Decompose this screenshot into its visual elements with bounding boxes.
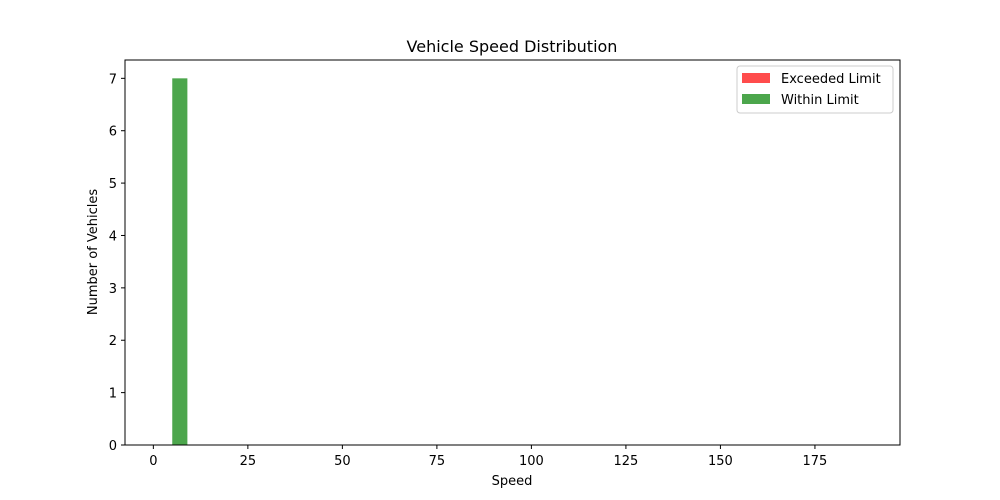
y-tick-label: 5 — [109, 177, 117, 192]
chart-title: Vehicle Speed Distribution — [407, 37, 618, 56]
x-tick-label: 0 — [149, 454, 157, 469]
x-axis-label: Speed — [492, 474, 533, 489]
x-tick-label: 125 — [614, 454, 639, 469]
x-tick-label: 25 — [240, 454, 257, 469]
x-tick-label: 50 — [334, 454, 351, 469]
legend-frame — [736, 65, 894, 114]
legend-label-within: Within Limit — [781, 93, 859, 108]
x-axis: 0 25 50 75 100 125 150 175 — [149, 445, 827, 469]
y-tick-label: 3 — [109, 282, 117, 297]
bar-within-0 — [172, 78, 188, 445]
legend-label-exceeded: Exceeded Limit — [781, 72, 881, 87]
x-tick-label: 100 — [519, 454, 544, 469]
x-tick-label: 150 — [708, 454, 733, 469]
y-axis: 0 1 2 3 4 5 6 7 — [109, 72, 125, 454]
y-tick-label: 1 — [109, 387, 117, 402]
x-tick-label: 175 — [803, 454, 828, 469]
x-tick-label: 75 — [429, 454, 446, 469]
bars-layer — [172, 78, 188, 445]
y-axis-label: Number of Vehicles — [86, 189, 101, 316]
y-tick-label: 6 — [109, 125, 117, 140]
y-tick-label: 4 — [109, 229, 117, 244]
y-tick-label: 7 — [109, 72, 117, 87]
legend-swatch-exceeded — [742, 73, 770, 83]
legend-swatch-within — [742, 94, 770, 104]
y-tick-label: 2 — [109, 334, 117, 349]
y-tick-label: 0 — [109, 439, 117, 454]
legend: Exceeded Limit Within Limit — [736, 65, 894, 114]
plot-frame — [124, 59, 901, 446]
